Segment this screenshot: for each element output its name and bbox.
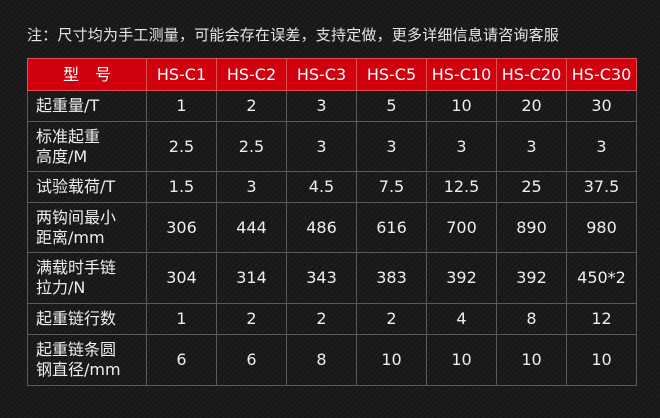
cell-value: 980	[566, 202, 637, 253]
row-label: 两钩间最小 距离/mm	[27, 202, 147, 253]
model-header: HS-C2	[216, 58, 287, 91]
cell-value: 6	[146, 334, 217, 386]
cell-value: 10	[566, 334, 637, 386]
cell-value: 1	[146, 90, 217, 122]
cell-value: 12.5	[426, 171, 497, 203]
header-label: 型 号	[27, 58, 147, 91]
model-header: HS-C5	[356, 58, 427, 91]
table-row: 满载时手链 拉力/N 304 314 343 383 392 392 450*2	[27, 252, 637, 304]
row-label-line: 拉力/N	[36, 278, 86, 297]
cell-value: 4.5	[286, 171, 357, 203]
row-label-line: 试验载荷/T	[36, 177, 116, 196]
table-row: 起重链条圆 钢直径/mm 6 6 8 10 10 10 10	[27, 334, 637, 386]
row-label-line: 起重量/T	[36, 96, 100, 115]
row-label-line: 起重链行数	[36, 309, 117, 328]
cell-value: 10	[496, 334, 567, 386]
cell-value: 306	[146, 202, 217, 253]
cell-value: 30	[566, 90, 637, 122]
cell-value: 3	[216, 171, 287, 203]
cell-value: 304	[146, 252, 217, 304]
row-label-line: 距离/mm	[36, 227, 105, 247]
spec-table: 型 号 HS-C1 HS-C2 HS-C3 HS-C5 HS-C10 HS-C20 HS-C…	[27, 58, 637, 386]
model-header: HS-C3	[286, 58, 357, 91]
cell-value: 4	[426, 303, 497, 335]
cell-value: 10	[356, 334, 427, 386]
row-label-line: 满载时手链	[36, 258, 117, 277]
cell-value: 3	[356, 121, 427, 172]
cell-value: 314	[216, 252, 287, 304]
cell-value: 890	[496, 202, 567, 253]
cell-value: 2	[356, 303, 427, 335]
table-row: 起重链行数 1 2 2 2 4 8 12	[27, 303, 637, 335]
cell-value: 6	[216, 334, 287, 386]
cell-value: 392	[496, 252, 567, 304]
cell-value: 2	[216, 90, 287, 122]
row-label: 起重链行数	[27, 303, 147, 335]
cell-value: 616	[356, 202, 427, 253]
row-label-line: 钢直径/mm	[36, 360, 121, 379]
header-row: 型 号 HS-C1 HS-C2 HS-C3 HS-C5 HS-C10 HS-C20 HS-C…	[27, 58, 637, 91]
row-label: 试验载荷/T	[27, 171, 147, 203]
cell-value: 12	[566, 303, 637, 335]
row-label-line: 两钩间最小	[36, 207, 117, 227]
cell-value: 444	[216, 202, 287, 253]
model-header: HS-C20	[496, 58, 567, 91]
cell-value: 8	[286, 334, 357, 386]
row-label: 标准起重 高度/M	[27, 121, 147, 172]
table-row: 试验载荷/T 1.5 3 4.5 7.5 12.5 25 37.5	[27, 171, 637, 203]
model-header: HS-C10	[426, 58, 497, 91]
row-label: 起重量/T	[27, 90, 147, 122]
row-label: 起重链条圆 钢直径/mm	[27, 334, 147, 386]
row-label: 满载时手链 拉力/N	[27, 252, 147, 304]
cell-value: 1.5	[146, 171, 217, 203]
cell-value: 3	[286, 90, 357, 122]
cell-value: 3	[496, 121, 567, 172]
cell-value: 3	[426, 121, 497, 172]
note-text: 注：尺寸均为手工测量，可能会存在误差，支持定做，更多详细信息请咨询客服	[27, 26, 560, 44]
cell-value: 392	[426, 252, 497, 304]
cell-value: 25	[496, 171, 567, 203]
model-header: HS-C1	[146, 58, 217, 91]
cell-value: 20	[496, 90, 567, 122]
cell-value: 2	[216, 303, 287, 335]
cell-value: 343	[286, 252, 357, 304]
cell-value: 8	[496, 303, 567, 335]
cell-value: 10	[426, 90, 497, 122]
cell-value: 1	[146, 303, 217, 335]
cell-value: 700	[426, 202, 497, 253]
cell-value: 10	[426, 334, 497, 386]
cell-value: 3	[566, 121, 637, 172]
cell-value: 2	[286, 303, 357, 335]
table-row: 两钩间最小 距离/mm 306 444 486 616 700 890 980	[27, 202, 637, 253]
row-label-line: 标准起重	[36, 126, 101, 146]
cell-value: 383	[356, 252, 427, 304]
cell-value: 2.5	[146, 121, 217, 172]
row-label-line: 起重链条圆	[36, 340, 117, 359]
cell-value: 5	[356, 90, 427, 122]
cell-value: 37.5	[566, 171, 637, 203]
table-row: 标准起重 高度/M 2.5 2.5 3 3 3 3 3	[27, 121, 637, 172]
table-row: 起重量/T 1 2 3 5 10 20 30	[27, 90, 637, 122]
cell-value: 450*2	[566, 252, 637, 304]
cell-value: 2.5	[216, 121, 287, 172]
row-label-line: 高度/M	[36, 146, 88, 166]
cell-value: 3	[286, 121, 357, 172]
cell-value: 486	[286, 202, 357, 253]
model-header: HS-C30	[566, 58, 637, 91]
cell-value: 7.5	[356, 171, 427, 203]
